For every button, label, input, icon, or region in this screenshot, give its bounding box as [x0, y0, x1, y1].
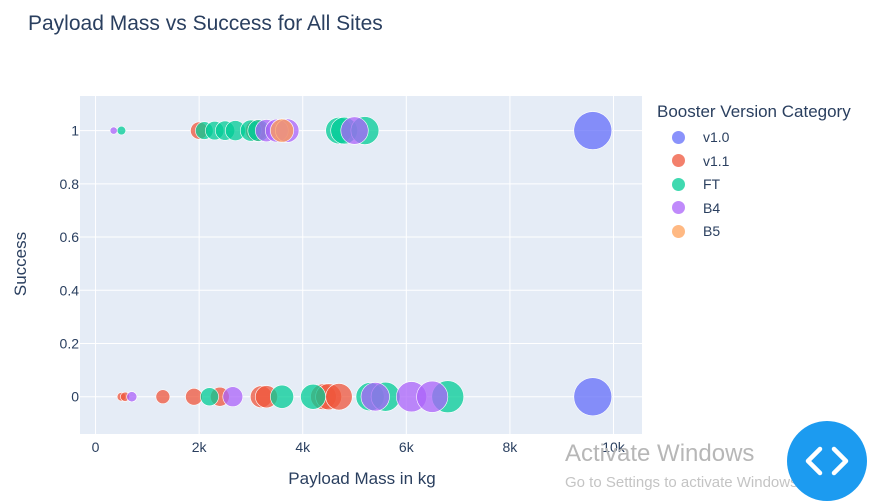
y-tick-label: 0.6	[60, 229, 80, 245]
legend-swatch	[672, 224, 685, 238]
x-tick-label: 8k	[503, 439, 519, 455]
legend-swatch	[672, 130, 685, 144]
windows-activation-watermark: Activate Windows	[565, 440, 755, 467]
x-axis-ticks: 0 2k 4k 6k 8k 10k	[92, 439, 626, 455]
legend-item-v1-0[interactable]: v1.0	[672, 126, 729, 148]
plot-area	[80, 96, 642, 434]
data-point-b4[interactable]	[360, 382, 390, 412]
data-point-v1-0[interactable]	[573, 377, 613, 417]
x-tick-label: 2k	[192, 439, 208, 455]
x-tick-label: 4k	[295, 439, 311, 455]
data-point-ft[interactable]	[200, 387, 219, 407]
y-tick-label: 0	[71, 389, 79, 405]
data-point-b5[interactable]	[270, 118, 294, 143]
code-brackets-icon	[805, 446, 849, 476]
data-point-b4[interactable]	[416, 380, 449, 413]
data-point-v1-0[interactable]	[573, 111, 613, 150]
x-tick-label: 6k	[399, 439, 415, 455]
legend-item-ft[interactable]: FT	[672, 173, 720, 195]
x-tick-label: 10k	[602, 439, 626, 455]
windows-activation-hint: Go to Settings to activate Windows.	[565, 474, 802, 491]
legend-label: v1.1	[703, 152, 730, 169]
data-point-ft[interactable]	[300, 383, 326, 410]
legend-label: FT	[703, 176, 721, 192]
data-point-v1-1[interactable]	[185, 387, 203, 406]
legend-item-b4[interactable]: B4	[672, 197, 720, 219]
scatter-plot: 0 2k 4k 6k 8k 10k 0 0.2 0.4 0.6 0.8 1 Payload Mass…	[11, 96, 642, 488]
data-point-b4[interactable]	[126, 391, 138, 403]
data-points	[109, 111, 613, 417]
data-point-b4[interactable]	[222, 386, 244, 408]
data-point-v1-1[interactable]	[155, 389, 171, 405]
legend-item-v1-1[interactable]: v1.1	[672, 150, 729, 172]
y-tick-label: 0.8	[60, 176, 80, 192]
y-axis-ticks: 0 0.2 0.4 0.6 0.8 1	[60, 123, 80, 405]
chart-title: Payload Mass vs Success for All Sites	[28, 12, 383, 35]
data-point-ft[interactable]	[270, 384, 294, 409]
legend-label: B5	[703, 223, 721, 239]
y-tick-label: 0.4	[60, 282, 80, 298]
legend-swatch	[672, 201, 685, 214]
legend-label: B4	[703, 199, 721, 216]
y-axis-title: Success	[11, 232, 30, 296]
data-point-b4[interactable]	[109, 126, 118, 135]
x-tick-label: 0	[92, 439, 100, 455]
data-point-ft[interactable]	[116, 125, 127, 136]
data-point-v1-1[interactable]	[325, 383, 353, 411]
y-tick-label: 1	[71, 123, 79, 139]
y-tick-label: 0.2	[60, 336, 80, 352]
legend-label: v1.0	[703, 129, 730, 145]
legend-title: Booster Version Category	[657, 102, 851, 121]
x-axis-title: Payload Mass in kg	[288, 469, 435, 488]
code-view-button[interactable]	[787, 421, 867, 501]
legend-swatch	[672, 177, 685, 191]
legend-swatch	[672, 154, 685, 167]
grid-lines	[80, 96, 642, 434]
data-point-b4[interactable]	[340, 116, 369, 145]
legend-item-b5[interactable]: B5	[672, 220, 720, 242]
